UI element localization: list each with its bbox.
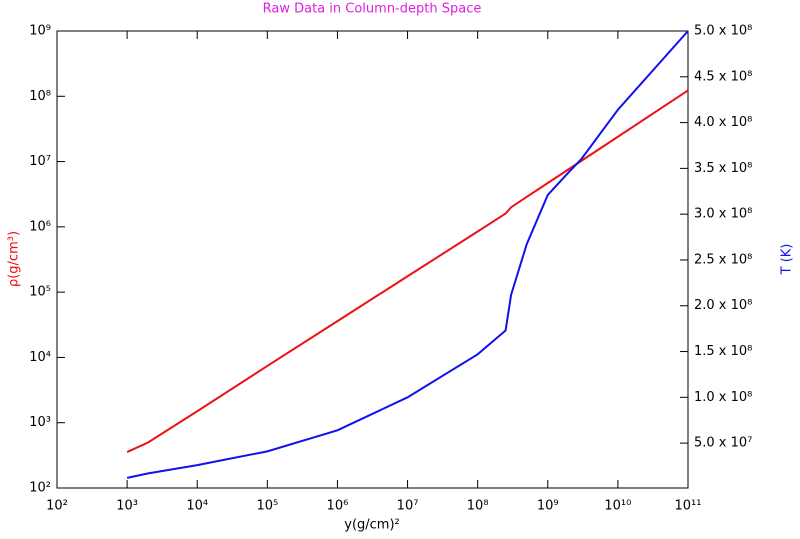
y2-tick-label: 1.5 x 10⁸ [694,344,752,359]
x-tick-label: 10⁶ [327,499,349,514]
x-tick-label: 10⁸ [467,499,489,514]
x-tick-label: 10¹⁰ [604,499,631,514]
x-tick-label: 10⁷ [397,499,419,514]
y2-tick-label: 2.0 x 10⁸ [694,298,752,313]
y-tick-label: 10³ [29,415,51,430]
plot-frame [56,30,689,489]
x-tick-label: 10⁹ [537,499,559,514]
data-line [126,30,689,479]
y2-axis-label: T (K) [780,244,795,276]
x-axis-label: y(g/cm)² [344,518,400,533]
y-tick-label: 10⁸ [29,89,51,104]
x-tick-label: 10⁵ [256,499,278,514]
x-tick-label: 10² [46,499,68,514]
x-tick-label: 10¹¹ [675,499,702,514]
y-tick-label: 10⁴ [29,350,51,365]
y-axis-label: ρ(g/cm³) [7,231,22,287]
y2-tick-label: 4.5 x 10⁸ [694,69,752,84]
y2-tick-label: 3.0 x 10⁸ [694,207,752,222]
y2-tick-label: 5.0 x 10⁸ [694,24,752,39]
data-line [126,89,689,453]
chart-title: Raw Data in Column-depth Space [263,2,482,17]
y-tick-label: 10⁶ [29,219,51,234]
y2-tick-label: 1.0 x 10⁸ [694,390,752,405]
x-tick-label: 10³ [116,499,138,514]
y-tick-label: 10⁹ [29,24,51,39]
y2-tick-label: 5.0 x 10⁷ [694,436,752,451]
x-tick-label: 10⁴ [186,499,208,514]
y2-tick-label: 4.0 x 10⁸ [694,115,752,130]
y-tick-label: 10² [29,481,51,496]
y2-tick-label: 3.5 x 10⁸ [694,161,752,176]
y-tick-label: 10⁵ [29,285,51,300]
y2-tick-label: 2.5 x 10⁸ [694,252,752,267]
y-tick-label: 10⁷ [29,154,51,169]
